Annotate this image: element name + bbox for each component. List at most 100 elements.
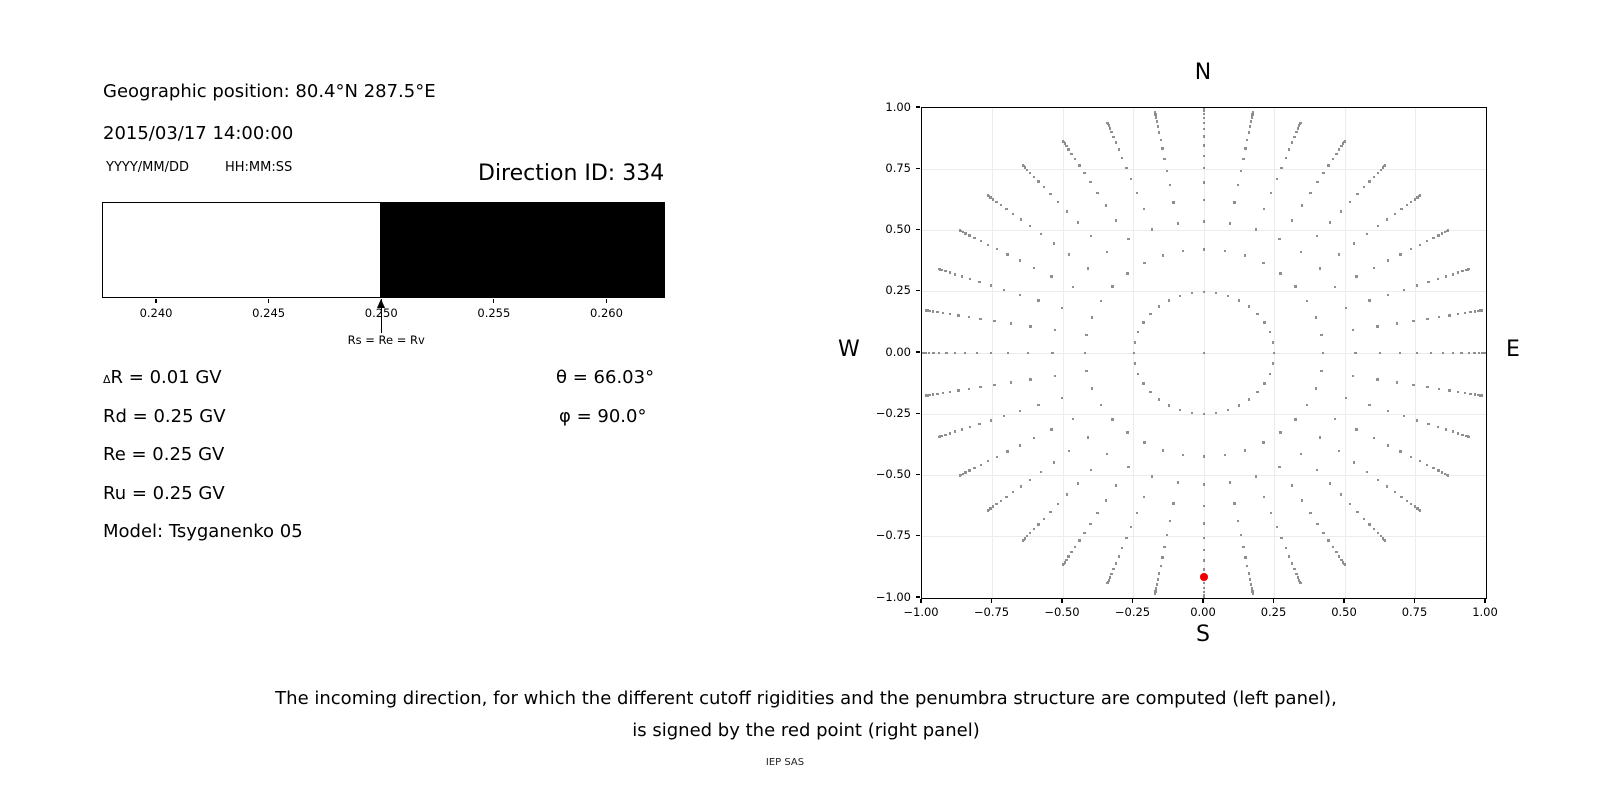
direction-dot bbox=[1399, 450, 1402, 453]
direction-dot bbox=[1387, 444, 1390, 447]
direction-dot bbox=[1300, 452, 1303, 455]
direction-dot bbox=[1006, 450, 1009, 453]
x-tick-label: −0.50 bbox=[1044, 605, 1080, 619]
direction-dot bbox=[944, 270, 947, 273]
direction-dot bbox=[1032, 528, 1035, 531]
direction-dot bbox=[927, 351, 931, 355]
direction-dot bbox=[1284, 546, 1287, 550]
direction-dot bbox=[1182, 453, 1185, 457]
direction-dot bbox=[1345, 306, 1348, 310]
direction-dot bbox=[1157, 398, 1161, 401]
direction-dot bbox=[1473, 351, 1476, 355]
direction-dot bbox=[1083, 172, 1086, 175]
direction-dot bbox=[1073, 157, 1077, 161]
direction-dot bbox=[1287, 148, 1291, 151]
direction-dot bbox=[1328, 221, 1332, 224]
direction-dot bbox=[1416, 507, 1419, 510]
direction-dot bbox=[960, 428, 964, 431]
direction-dot bbox=[1271, 362, 1275, 365]
direction-dot bbox=[1202, 412, 1206, 415]
direction-dot bbox=[1278, 237, 1281, 241]
direction-dot bbox=[937, 351, 941, 355]
direction-dot bbox=[1127, 237, 1130, 241]
direction-dot bbox=[1290, 484, 1294, 487]
direction-dot bbox=[1247, 398, 1251, 401]
direction-dot bbox=[1071, 286, 1075, 289]
direction-dot bbox=[1309, 191, 1312, 195]
direction-dot bbox=[1460, 351, 1463, 355]
direction-dot bbox=[1239, 169, 1243, 173]
direction-dot bbox=[1262, 441, 1265, 444]
direction-dot bbox=[931, 310, 935, 313]
direction-dot bbox=[1202, 593, 1206, 597]
direction-dot bbox=[1009, 322, 1013, 325]
direction-dot bbox=[963, 351, 967, 355]
direction-dot bbox=[1368, 404, 1371, 407]
direction-dot bbox=[1254, 228, 1257, 231]
direction-dot bbox=[1251, 590, 1254, 593]
direction-dot bbox=[1395, 381, 1399, 384]
direction-dot bbox=[1182, 249, 1185, 253]
direction-dot bbox=[1018, 293, 1021, 296]
direction-dot bbox=[1451, 351, 1455, 355]
penumbra-forbidden-band bbox=[380, 203, 664, 297]
direction-dot bbox=[1155, 120, 1159, 123]
direction-dot bbox=[1143, 262, 1146, 265]
x-tick-label: −0.75 bbox=[973, 605, 1010, 619]
direction-dot bbox=[1202, 144, 1206, 147]
direction-dot bbox=[1415, 351, 1418, 355]
direction-dot bbox=[1328, 482, 1332, 485]
direction-dot bbox=[1368, 180, 1371, 183]
direction-dot bbox=[1110, 572, 1113, 576]
direction-dot bbox=[1142, 208, 1145, 211]
direction-dot bbox=[1065, 558, 1068, 562]
direction-dot bbox=[1176, 481, 1179, 484]
direction-dot bbox=[1114, 141, 1118, 144]
direction-dot bbox=[1099, 300, 1102, 303]
direction-dot bbox=[1112, 135, 1115, 138]
direction-dot bbox=[1135, 191, 1139, 195]
direction-dot bbox=[1383, 539, 1387, 542]
direction-dot bbox=[1409, 248, 1413, 251]
direction-dot bbox=[990, 351, 993, 355]
x-tick-label: 0.00 bbox=[1190, 605, 1216, 619]
direction-dot bbox=[1461, 270, 1464, 273]
x-tick bbox=[1413, 598, 1416, 603]
direction-dot bbox=[1061, 139, 1065, 143]
compass-label-east: E bbox=[1506, 337, 1520, 362]
direction-dot bbox=[1299, 581, 1302, 585]
direction-dot bbox=[953, 351, 957, 355]
direction-dot bbox=[1372, 436, 1375, 440]
direction-dot bbox=[1444, 230, 1447, 234]
direction-dot bbox=[993, 383, 996, 387]
direction-dot bbox=[987, 243, 990, 246]
direction-dot bbox=[1112, 567, 1115, 571]
direction-dot bbox=[989, 196, 992, 199]
direction-dot bbox=[1243, 449, 1246, 452]
x-tick-label: 1.00 bbox=[1472, 605, 1498, 619]
direction-dot bbox=[1090, 316, 1094, 319]
direction-dot bbox=[1249, 120, 1253, 123]
direction-dot bbox=[928, 309, 931, 313]
direction-dot bbox=[1351, 328, 1355, 332]
x-tick bbox=[1061, 598, 1063, 603]
direction-dot bbox=[1142, 495, 1145, 498]
direction-dot bbox=[975, 351, 979, 355]
direction-dot bbox=[1477, 309, 1480, 313]
direction-dot bbox=[1002, 415, 1006, 418]
direction-dot bbox=[1410, 200, 1413, 204]
direction-dot bbox=[1315, 468, 1319, 472]
direction-dot bbox=[1028, 171, 1032, 175]
direction-dot bbox=[1263, 382, 1266, 385]
direction-dot bbox=[1159, 138, 1162, 142]
direction-dot bbox=[1306, 300, 1309, 303]
direction-dot bbox=[1143, 441, 1146, 444]
direction-dot bbox=[1318, 436, 1322, 439]
direction-dot bbox=[1418, 243, 1421, 246]
direction-dot bbox=[1202, 154, 1206, 158]
direction-dot bbox=[1159, 564, 1162, 568]
direction-dot bbox=[1202, 248, 1206, 251]
direction-dot bbox=[1402, 415, 1406, 418]
direction-dot bbox=[968, 277, 972, 281]
direction-dot bbox=[1149, 390, 1152, 394]
